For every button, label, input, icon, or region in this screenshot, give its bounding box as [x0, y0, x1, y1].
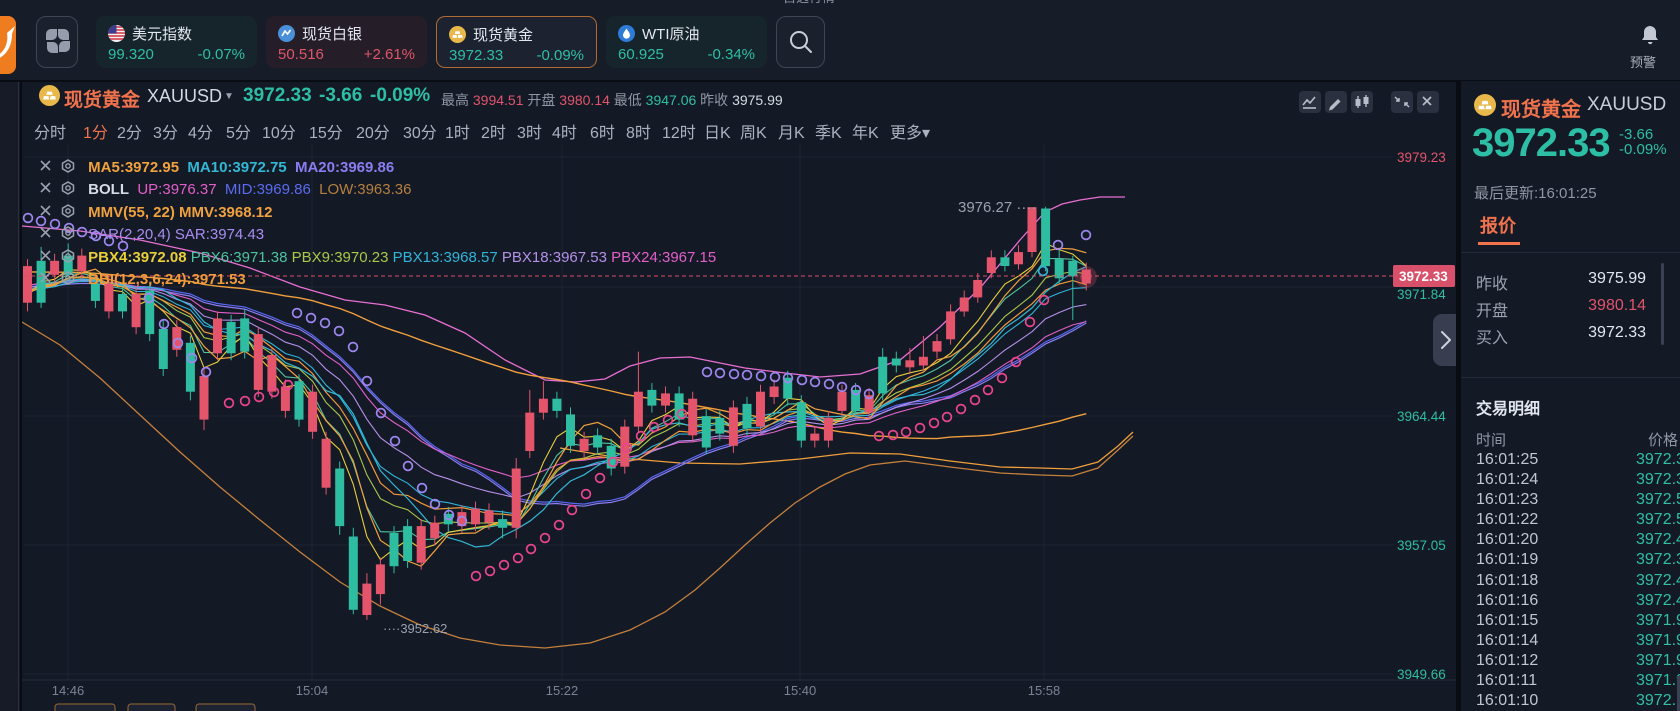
svg-text:3976.27 ····: 3976.27 ····: [958, 199, 1036, 216]
svg-text:3979.23: 3979.23: [1397, 150, 1446, 165]
svg-text:15:04: 15:04: [296, 683, 329, 698]
svg-text:15:58: 15:58: [1028, 683, 1061, 698]
svg-text:3957.05: 3957.05: [1397, 538, 1446, 553]
svg-text:3972.33: 3972.33: [1399, 269, 1448, 284]
svg-text:3964.44: 3964.44: [1397, 409, 1446, 424]
svg-text:14:46: 14:46: [52, 683, 85, 698]
svg-text:15:40: 15:40: [784, 683, 817, 698]
svg-text:3971.84: 3971.84: [1397, 287, 1446, 302]
svg-text:15:22: 15:22: [546, 683, 579, 698]
svg-text:3949.66: 3949.66: [1397, 667, 1446, 682]
svg-text:····3952.62: ····3952.62: [383, 621, 447, 636]
